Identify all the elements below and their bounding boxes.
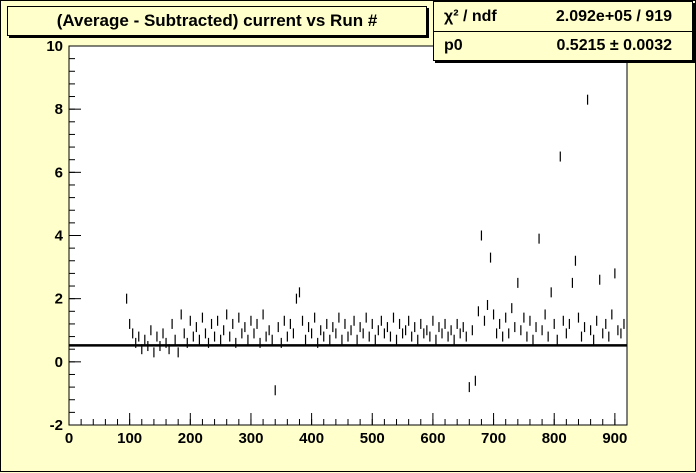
x-tick-label: 800 — [542, 430, 567, 447]
x-tick-label: 400 — [299, 430, 324, 447]
x-tick-label: 0 — [65, 430, 73, 447]
data-points — [126, 94, 625, 396]
y-tick-label: 0 — [55, 354, 63, 371]
x-tick-label: 600 — [420, 430, 445, 447]
y-tick-label: 10 — [46, 38, 63, 55]
stats-p0-name: p0 — [444, 37, 463, 54]
y-tick-label: 2 — [55, 291, 63, 308]
stats-p0-value: 0.5215 ± 0.0032 — [556, 37, 672, 54]
y-tick-label: -2 — [50, 417, 63, 434]
stats-chi2-value: 2.092e+05 / 919 — [555, 8, 672, 25]
x-tick-label: 500 — [360, 430, 385, 447]
chart-title: (Average - Subtracted) current vs Run # — [7, 6, 427, 36]
x-tick-label: 700 — [481, 430, 506, 447]
stats-row-chi2: χ² / ndf 2.092e+05 / 919 — [434, 3, 692, 32]
x-tick-label: 900 — [602, 430, 627, 447]
x-tick-label: 300 — [238, 430, 263, 447]
stats-row-p0: p0 0.5215 ± 0.0032 — [434, 32, 692, 60]
stats-box: χ² / ndf 2.092e+05 / 919 p0 0.5215 ± 0.0… — [433, 1, 693, 61]
y-tick-label: 4 — [55, 228, 64, 245]
stats-chi2-name: χ² / ndf — [444, 8, 497, 25]
x-tick-label: 200 — [178, 430, 203, 447]
y-tick-label: 6 — [55, 164, 63, 181]
x-tick-label: 100 — [117, 430, 142, 447]
plot-frame — [68, 45, 628, 426]
y-tick-label: 8 — [55, 101, 63, 118]
